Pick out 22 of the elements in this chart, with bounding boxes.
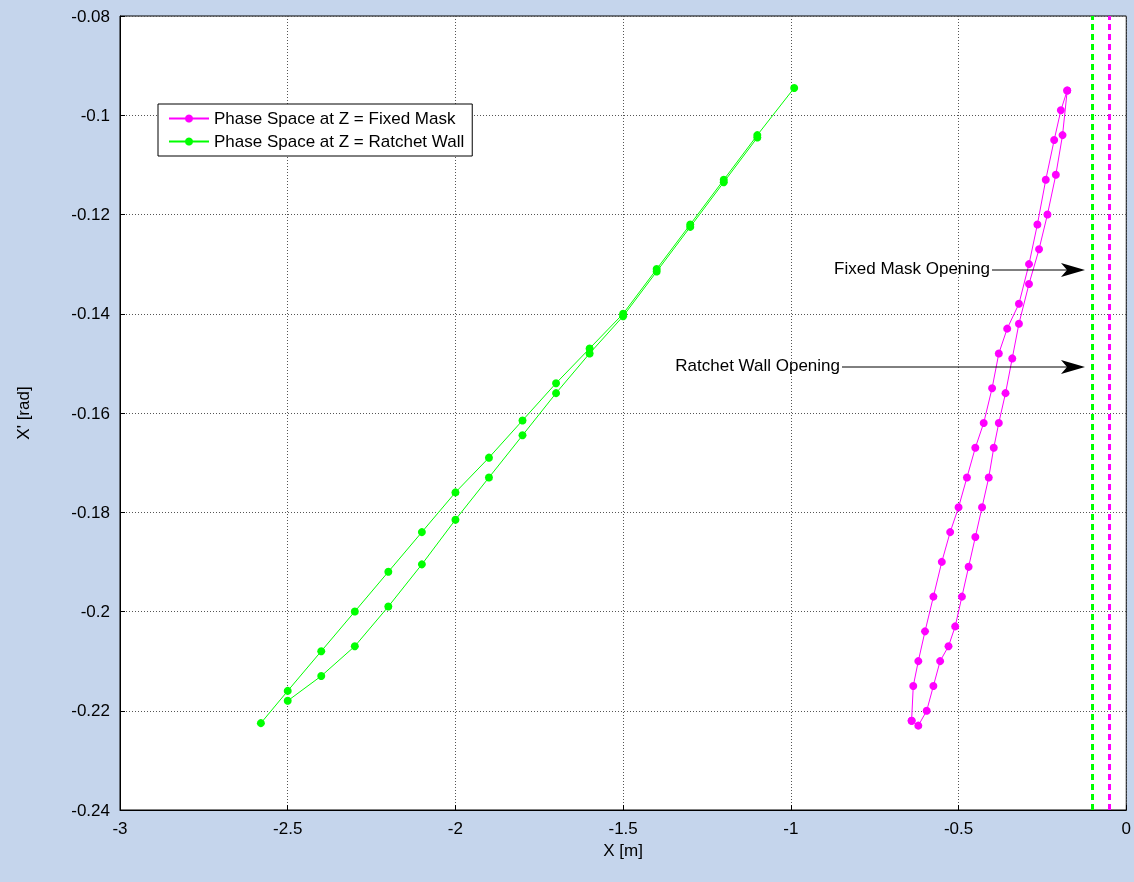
y-tick-label: -0.1 <box>80 105 110 125</box>
x-tick-label: -3 <box>112 819 128 838</box>
y-tick-label: -0.12 <box>71 205 110 224</box>
x-tick-label: -2 <box>447 819 463 838</box>
y-tick-label: -0.24 <box>71 800 110 820</box>
legend-label: Phase Space at Z = Fixed Mask <box>214 109 456 128</box>
y-tick-label: -0.18 <box>71 502 110 522</box>
x-tick-label: -0.5 <box>943 819 974 838</box>
x-tick-label: -1 <box>783 819 799 838</box>
y-tick-label: -0.08 <box>71 6 110 26</box>
y-axis-title: X' [rad] <box>14 386 33 440</box>
x-tick-label: -2.5 <box>273 819 303 838</box>
annotation: Ratchet Wall Opening <box>675 356 840 376</box>
annotation: Fixed Mask Opening <box>834 259 990 279</box>
x-tick-label: -1.5 <box>608 819 638 838</box>
x-axis-title: X [m] <box>603 840 643 860</box>
x-tick-label: 0 <box>1121 819 1132 838</box>
legend-label: Phase Space at Z = Ratchet Wall <box>214 132 465 151</box>
y-tick-label: -0.14 <box>71 304 110 324</box>
y-tick-label: -0.16 <box>71 403 110 423</box>
y-tick-label: -0.22 <box>71 701 110 721</box>
y-tick-label: -0.2 <box>80 602 110 621</box>
